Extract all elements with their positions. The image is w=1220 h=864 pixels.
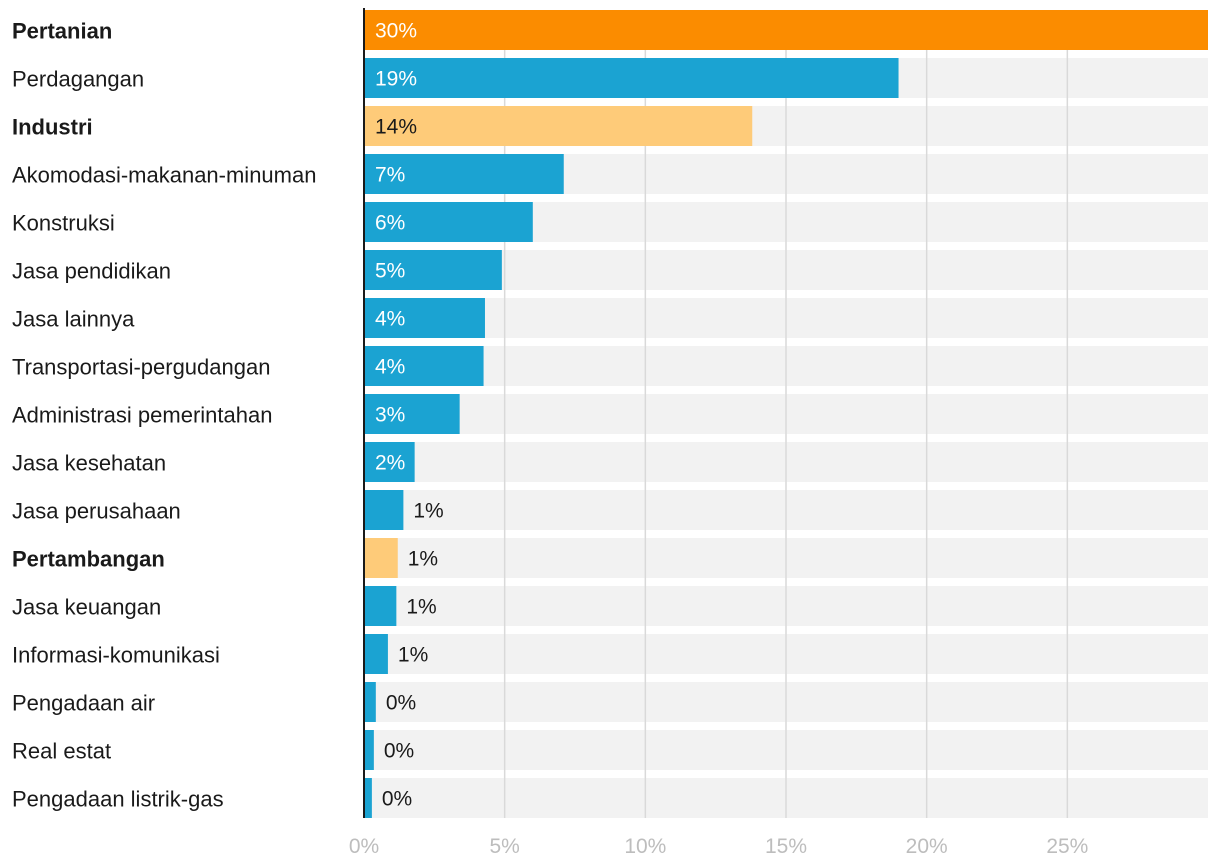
bar	[364, 58, 899, 98]
x-tick-label: 20%	[906, 835, 948, 858]
value-label: 7%	[375, 164, 405, 187]
category-labels: Pertanian Perdagangan Industri Akomodasi-ma…	[12, 19, 316, 812]
value-label: 14%	[375, 116, 417, 139]
bar	[364, 250, 502, 290]
category-label: Konstruksi	[12, 211, 115, 236]
value-label: 1%	[413, 500, 443, 523]
x-tick-label: 0%	[349, 835, 379, 858]
x-tick-label: 15%	[765, 835, 807, 858]
value-label: 2%	[375, 452, 405, 475]
value-label: 0%	[386, 692, 416, 715]
value-label: 3%	[375, 404, 405, 427]
bar	[364, 634, 388, 674]
x-axis-ticks: 0% 5% 10% 15% 20% 25%	[349, 835, 1089, 858]
bars	[364, 10, 1208, 818]
bar	[364, 298, 485, 338]
value-label: 0%	[382, 788, 412, 811]
value-labels: 30% 19% 14% 7% 6% 5% 4% 4% 3% 2% 1% 1% 1% 1% 0% 0% 0%	[375, 20, 444, 811]
value-label: 4%	[375, 356, 405, 379]
value-label: 6%	[375, 212, 405, 235]
category-label: Pengadaan air	[12, 691, 155, 716]
category-label: Jasa lainnya	[12, 307, 135, 332]
x-tick-label: 5%	[489, 835, 519, 858]
category-label: Pertambangan	[12, 547, 165, 572]
value-label: 5%	[375, 260, 405, 283]
bar	[364, 106, 753, 146]
bar	[364, 154, 564, 194]
category-label: Industri	[12, 115, 93, 140]
bar	[364, 394, 460, 434]
value-label: 1%	[398, 644, 428, 667]
bar	[364, 730, 374, 770]
value-label: 30%	[375, 20, 417, 43]
x-tick-label: 10%	[624, 835, 666, 858]
category-label: Perdagangan	[12, 67, 144, 92]
bar	[364, 682, 376, 722]
category-label: Informasi-komunikasi	[12, 643, 220, 668]
category-label: Real estat	[12, 739, 111, 764]
category-label: Pengadaan listrik-gas	[12, 787, 224, 812]
bar	[364, 346, 484, 386]
value-label: 4%	[375, 308, 405, 331]
category-label: Jasa perusahaan	[12, 499, 181, 524]
value-label: 19%	[375, 68, 417, 91]
category-label: Pertanian	[12, 19, 112, 44]
category-label: Transportasi-pergudangan	[12, 355, 270, 380]
value-label: 1%	[408, 548, 438, 571]
bar	[364, 442, 415, 482]
category-label: Jasa keuangan	[12, 595, 161, 620]
bar	[364, 490, 404, 530]
category-label: Akomodasi-makanan-minuman	[12, 163, 316, 188]
x-tick-label: 25%	[1046, 835, 1088, 858]
value-label: 1%	[406, 596, 436, 619]
bar	[364, 778, 372, 818]
category-label: Jasa pendidikan	[12, 259, 171, 284]
category-label: Jasa kesehatan	[12, 451, 166, 476]
category-label: Administrasi pemerintahan	[12, 403, 272, 428]
bar	[364, 586, 397, 626]
value-label: 0%	[384, 740, 414, 763]
bar	[364, 202, 533, 242]
bar	[364, 10, 1208, 50]
bar	[364, 538, 398, 578]
